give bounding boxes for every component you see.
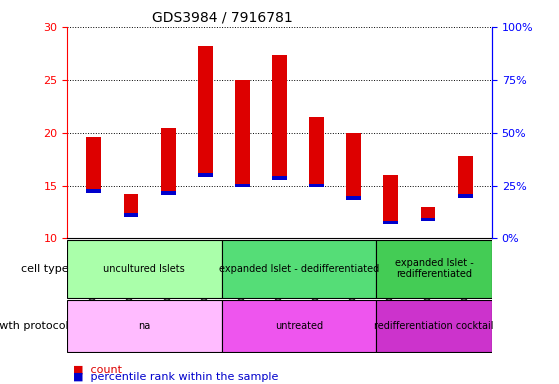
Bar [160,128,176,193]
Bar [309,184,324,187]
Bar [347,196,361,200]
Bar [160,191,176,195]
Bar [235,184,250,187]
Bar [124,214,139,217]
Bar [124,194,139,215]
FancyBboxPatch shape [221,240,376,298]
FancyBboxPatch shape [67,300,221,352]
FancyBboxPatch shape [221,300,376,352]
Text: na: na [138,321,150,331]
Bar [198,46,212,175]
Text: ■  count: ■ count [73,364,122,374]
Bar [309,117,324,185]
Text: expanded Islet -
redifferentiated: expanded Islet - redifferentiated [395,258,473,280]
Bar [235,80,250,185]
Bar [272,55,287,178]
Bar [347,132,361,198]
FancyBboxPatch shape [67,240,221,298]
Text: growth protocol: growth protocol [0,321,69,331]
Text: ■  percentile rank within the sample: ■ percentile rank within the sample [73,372,278,382]
Text: redifferentiation cocktail: redifferentiation cocktail [374,321,494,331]
Bar [420,207,435,219]
Bar [272,176,287,180]
FancyBboxPatch shape [376,300,492,352]
Bar [87,189,101,193]
Bar [383,221,399,224]
FancyBboxPatch shape [376,240,492,298]
Bar [458,194,472,198]
Bar [383,175,399,223]
Text: expanded Islet - dedifferentiated: expanded Islet - dedifferentiated [219,264,379,274]
Bar [420,218,435,221]
Text: cell type: cell type [21,264,69,274]
Bar [198,173,212,177]
Bar [458,156,472,196]
Bar [87,137,101,191]
Text: untreated: untreated [274,321,323,331]
Text: uncultured Islets: uncultured Islets [103,264,185,274]
Text: GDS3984 / 7916781: GDS3984 / 7916781 [152,10,293,24]
